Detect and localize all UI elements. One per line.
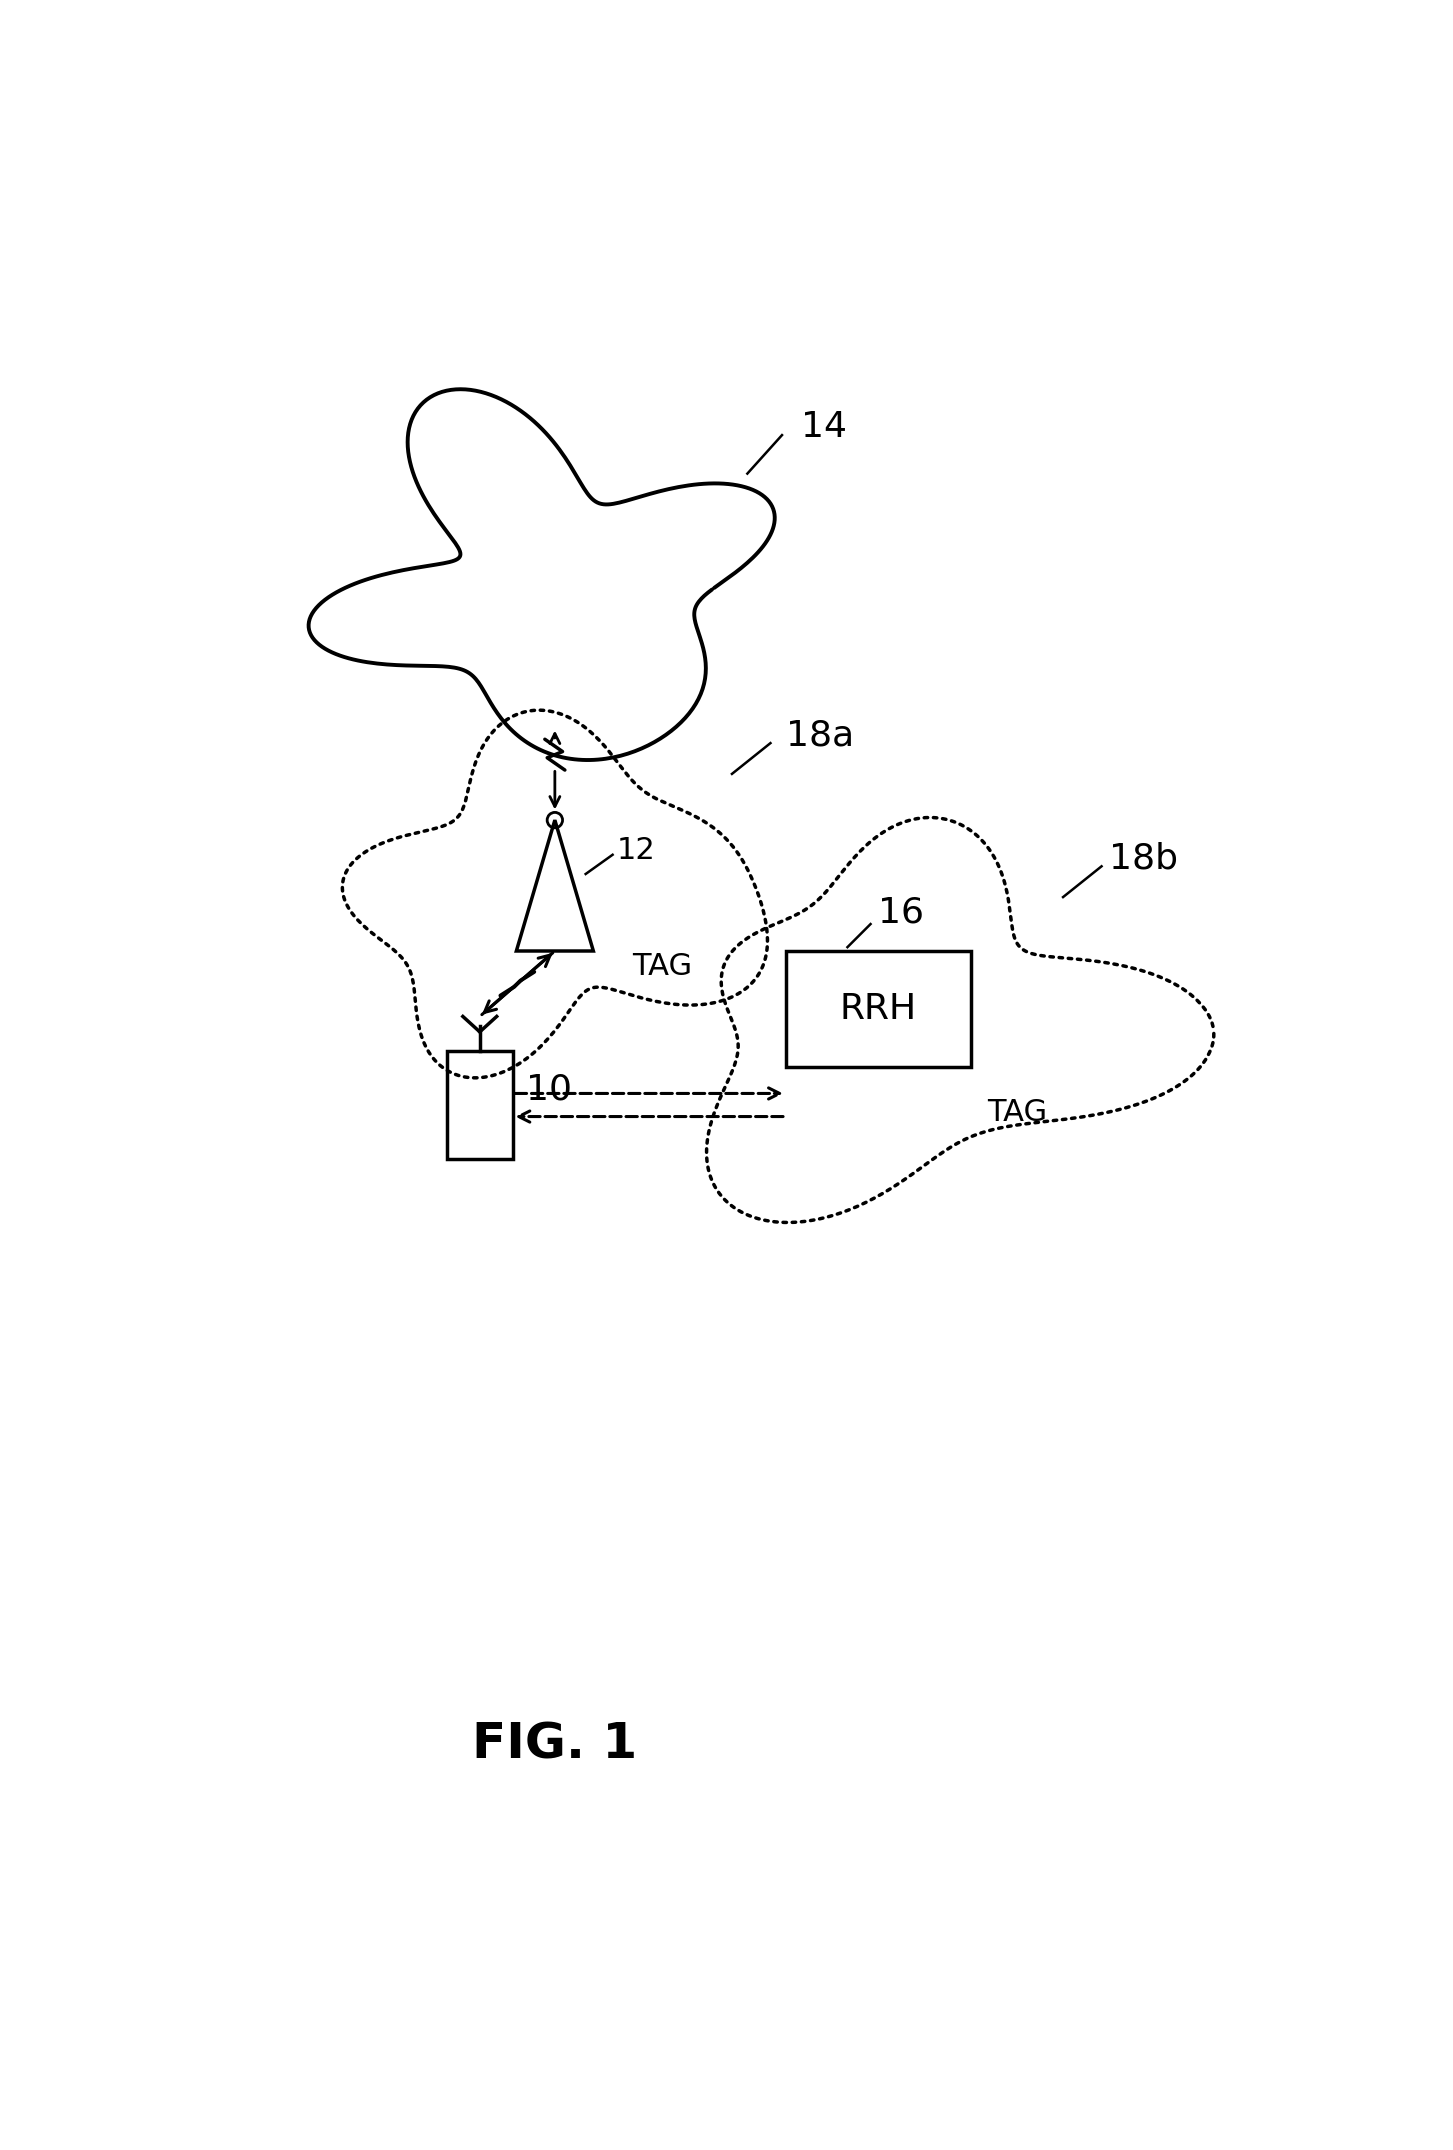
Text: TAG: TAG — [632, 952, 693, 980]
Text: 10: 10 — [526, 1073, 572, 1107]
Text: 18b: 18b — [1109, 841, 1178, 875]
Text: 12: 12 — [616, 836, 655, 866]
Text: FIG. 1: FIG. 1 — [472, 1720, 638, 1767]
Text: 16: 16 — [878, 897, 924, 929]
Text: 18a: 18a — [786, 718, 854, 752]
Bar — [786, 950, 971, 1066]
Text: 14: 14 — [801, 411, 847, 445]
Text: TAG: TAG — [987, 1099, 1048, 1127]
Text: RRH: RRH — [840, 991, 917, 1026]
Bar — [448, 1051, 513, 1159]
